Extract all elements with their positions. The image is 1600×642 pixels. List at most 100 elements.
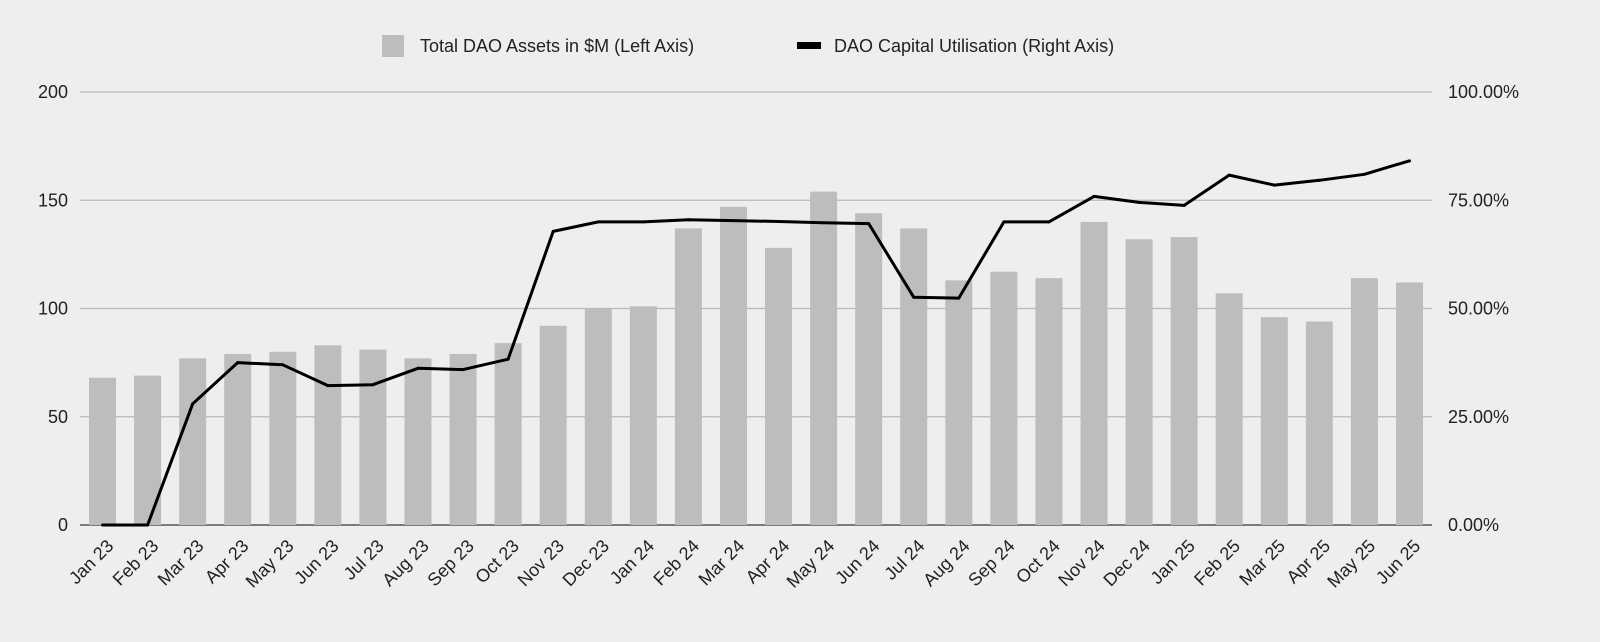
- x-tick-label: Oct 24: [1012, 536, 1064, 588]
- utilisation-point: [1092, 194, 1096, 198]
- utilisation-point: [551, 229, 555, 233]
- bar-aug-24: [945, 280, 973, 525]
- bar-feb-25: [1215, 293, 1243, 525]
- bar-apr-23: [224, 353, 252, 525]
- left-tick-label: 50: [48, 407, 68, 427]
- utilisation-point: [912, 295, 916, 299]
- utilisation-point: [1002, 220, 1006, 224]
- bar-apr-25: [1305, 321, 1333, 525]
- legend-swatch-utilisation: [797, 42, 821, 49]
- bar-may-23: [269, 351, 297, 525]
- bar-dec-24: [1125, 239, 1153, 525]
- bar-jan-25: [1170, 237, 1198, 525]
- bar-mar-24: [719, 206, 747, 525]
- right-tick-label: 50.00%: [1448, 299, 1509, 319]
- utilisation-line: [102, 159, 1410, 527]
- x-tick-label: May 24: [783, 536, 839, 592]
- left-tick-label: 100: [38, 299, 68, 319]
- x-tick-label: Feb 23: [109, 536, 163, 590]
- x-tick-label: Mar 24: [695, 536, 749, 590]
- utilisation-point: [777, 219, 781, 223]
- bar-mar-23: [179, 358, 207, 525]
- x-tick-label: May 25: [1323, 536, 1379, 592]
- x-tick-label: Oct 23: [471, 536, 523, 588]
- x-tick-label: May 23: [242, 536, 298, 592]
- right-tick-label: 75.00%: [1448, 190, 1509, 210]
- x-tick-label: Mar 23: [154, 536, 208, 590]
- bar-jul-23: [359, 349, 387, 525]
- utilisation-point: [101, 523, 105, 527]
- x-tick-label: Nov 23: [514, 536, 568, 590]
- legend-swatch-assets: [382, 35, 404, 57]
- bar-dec-23: [584, 308, 612, 525]
- utilisation-point: [1182, 203, 1186, 207]
- bar-nov-23: [539, 325, 567, 525]
- x-tick-label: Aug 23: [378, 536, 432, 590]
- right-tick-label: 0.00%: [1448, 515, 1499, 535]
- right-tick-label: 25.00%: [1448, 407, 1509, 427]
- utilisation-point: [596, 220, 600, 224]
- x-tick-label: Feb 24: [649, 536, 703, 590]
- x-tick-label: Feb 25: [1190, 536, 1244, 590]
- utilisation-point: [416, 366, 420, 370]
- left-tick-label: 150: [38, 190, 68, 210]
- x-tick-label: Jun 25: [1372, 536, 1424, 588]
- utilisation-point: [731, 219, 735, 223]
- bar-jun-24: [855, 213, 883, 526]
- utilisation-point: [686, 218, 690, 222]
- utilisation-point: [1047, 220, 1051, 224]
- x-tick-label: Aug 24: [919, 536, 973, 590]
- right-axis: 0.00% 25.00% 50.00% 75.00% 100.00%: [1448, 82, 1519, 535]
- bar-sep-23: [449, 353, 477, 525]
- bar-jul-24: [900, 228, 928, 525]
- x-tick-label: Jun 23: [290, 536, 342, 588]
- x-tick-label: Jan 25: [1147, 536, 1199, 588]
- gridlines: [80, 91, 1432, 526]
- bar-oct-23: [494, 343, 522, 525]
- bar-jan-23: [89, 377, 117, 525]
- bar-nov-24: [1080, 221, 1108, 525]
- utilisation-point: [1137, 200, 1141, 204]
- bar-jun-23: [314, 345, 342, 525]
- x-tick-label: Jun 24: [831, 536, 883, 588]
- utilisation-point: [326, 384, 330, 388]
- utilisation-point: [1362, 172, 1366, 176]
- x-tick-label: Jan 23: [65, 536, 117, 588]
- utilisation-point: [191, 402, 195, 406]
- utilisation-point: [957, 296, 961, 300]
- utilisation-point: [371, 383, 375, 387]
- utilisation-point: [506, 357, 510, 361]
- utilisation-point: [641, 220, 645, 224]
- x-tick-label: Sep 24: [964, 536, 1018, 590]
- bar-feb-24: [674, 228, 702, 525]
- bar-jan-24: [629, 306, 657, 525]
- utilisation-point: [1227, 173, 1231, 177]
- utilisation-point: [146, 523, 150, 527]
- bar-series: [89, 191, 1423, 526]
- utilisation-point: [461, 368, 465, 372]
- bar-apr-24: [765, 247, 793, 525]
- utilisation-point: [236, 361, 240, 365]
- bar-oct-24: [1035, 278, 1063, 525]
- bar-may-24: [810, 191, 838, 525]
- left-tick-label: 0: [58, 515, 68, 535]
- bar-may-25: [1350, 278, 1378, 525]
- x-tick-label: Jan 24: [606, 536, 658, 588]
- utilisation-point: [822, 221, 826, 225]
- bar-aug-23: [404, 358, 432, 525]
- x-tick-label: Sep 23: [423, 536, 477, 590]
- left-axis: 0 50 100 150 200: [38, 82, 68, 535]
- bar-mar-25: [1260, 317, 1288, 525]
- line-series: [101, 159, 1411, 527]
- x-tick-label: Dec 24: [1099, 536, 1153, 590]
- bar-jun-25: [1395, 282, 1423, 525]
- legend-label-assets: Total DAO Assets in $M (Left Axis): [420, 36, 694, 56]
- legend: Total DAO Assets in $M (Left Axis) DAO C…: [382, 35, 1114, 57]
- left-tick-label: 200: [38, 82, 68, 102]
- utilisation-point: [867, 222, 871, 226]
- utilisation-point: [1317, 178, 1321, 182]
- x-tick-label: Nov 24: [1054, 536, 1108, 590]
- bar-sep-24: [990, 271, 1018, 525]
